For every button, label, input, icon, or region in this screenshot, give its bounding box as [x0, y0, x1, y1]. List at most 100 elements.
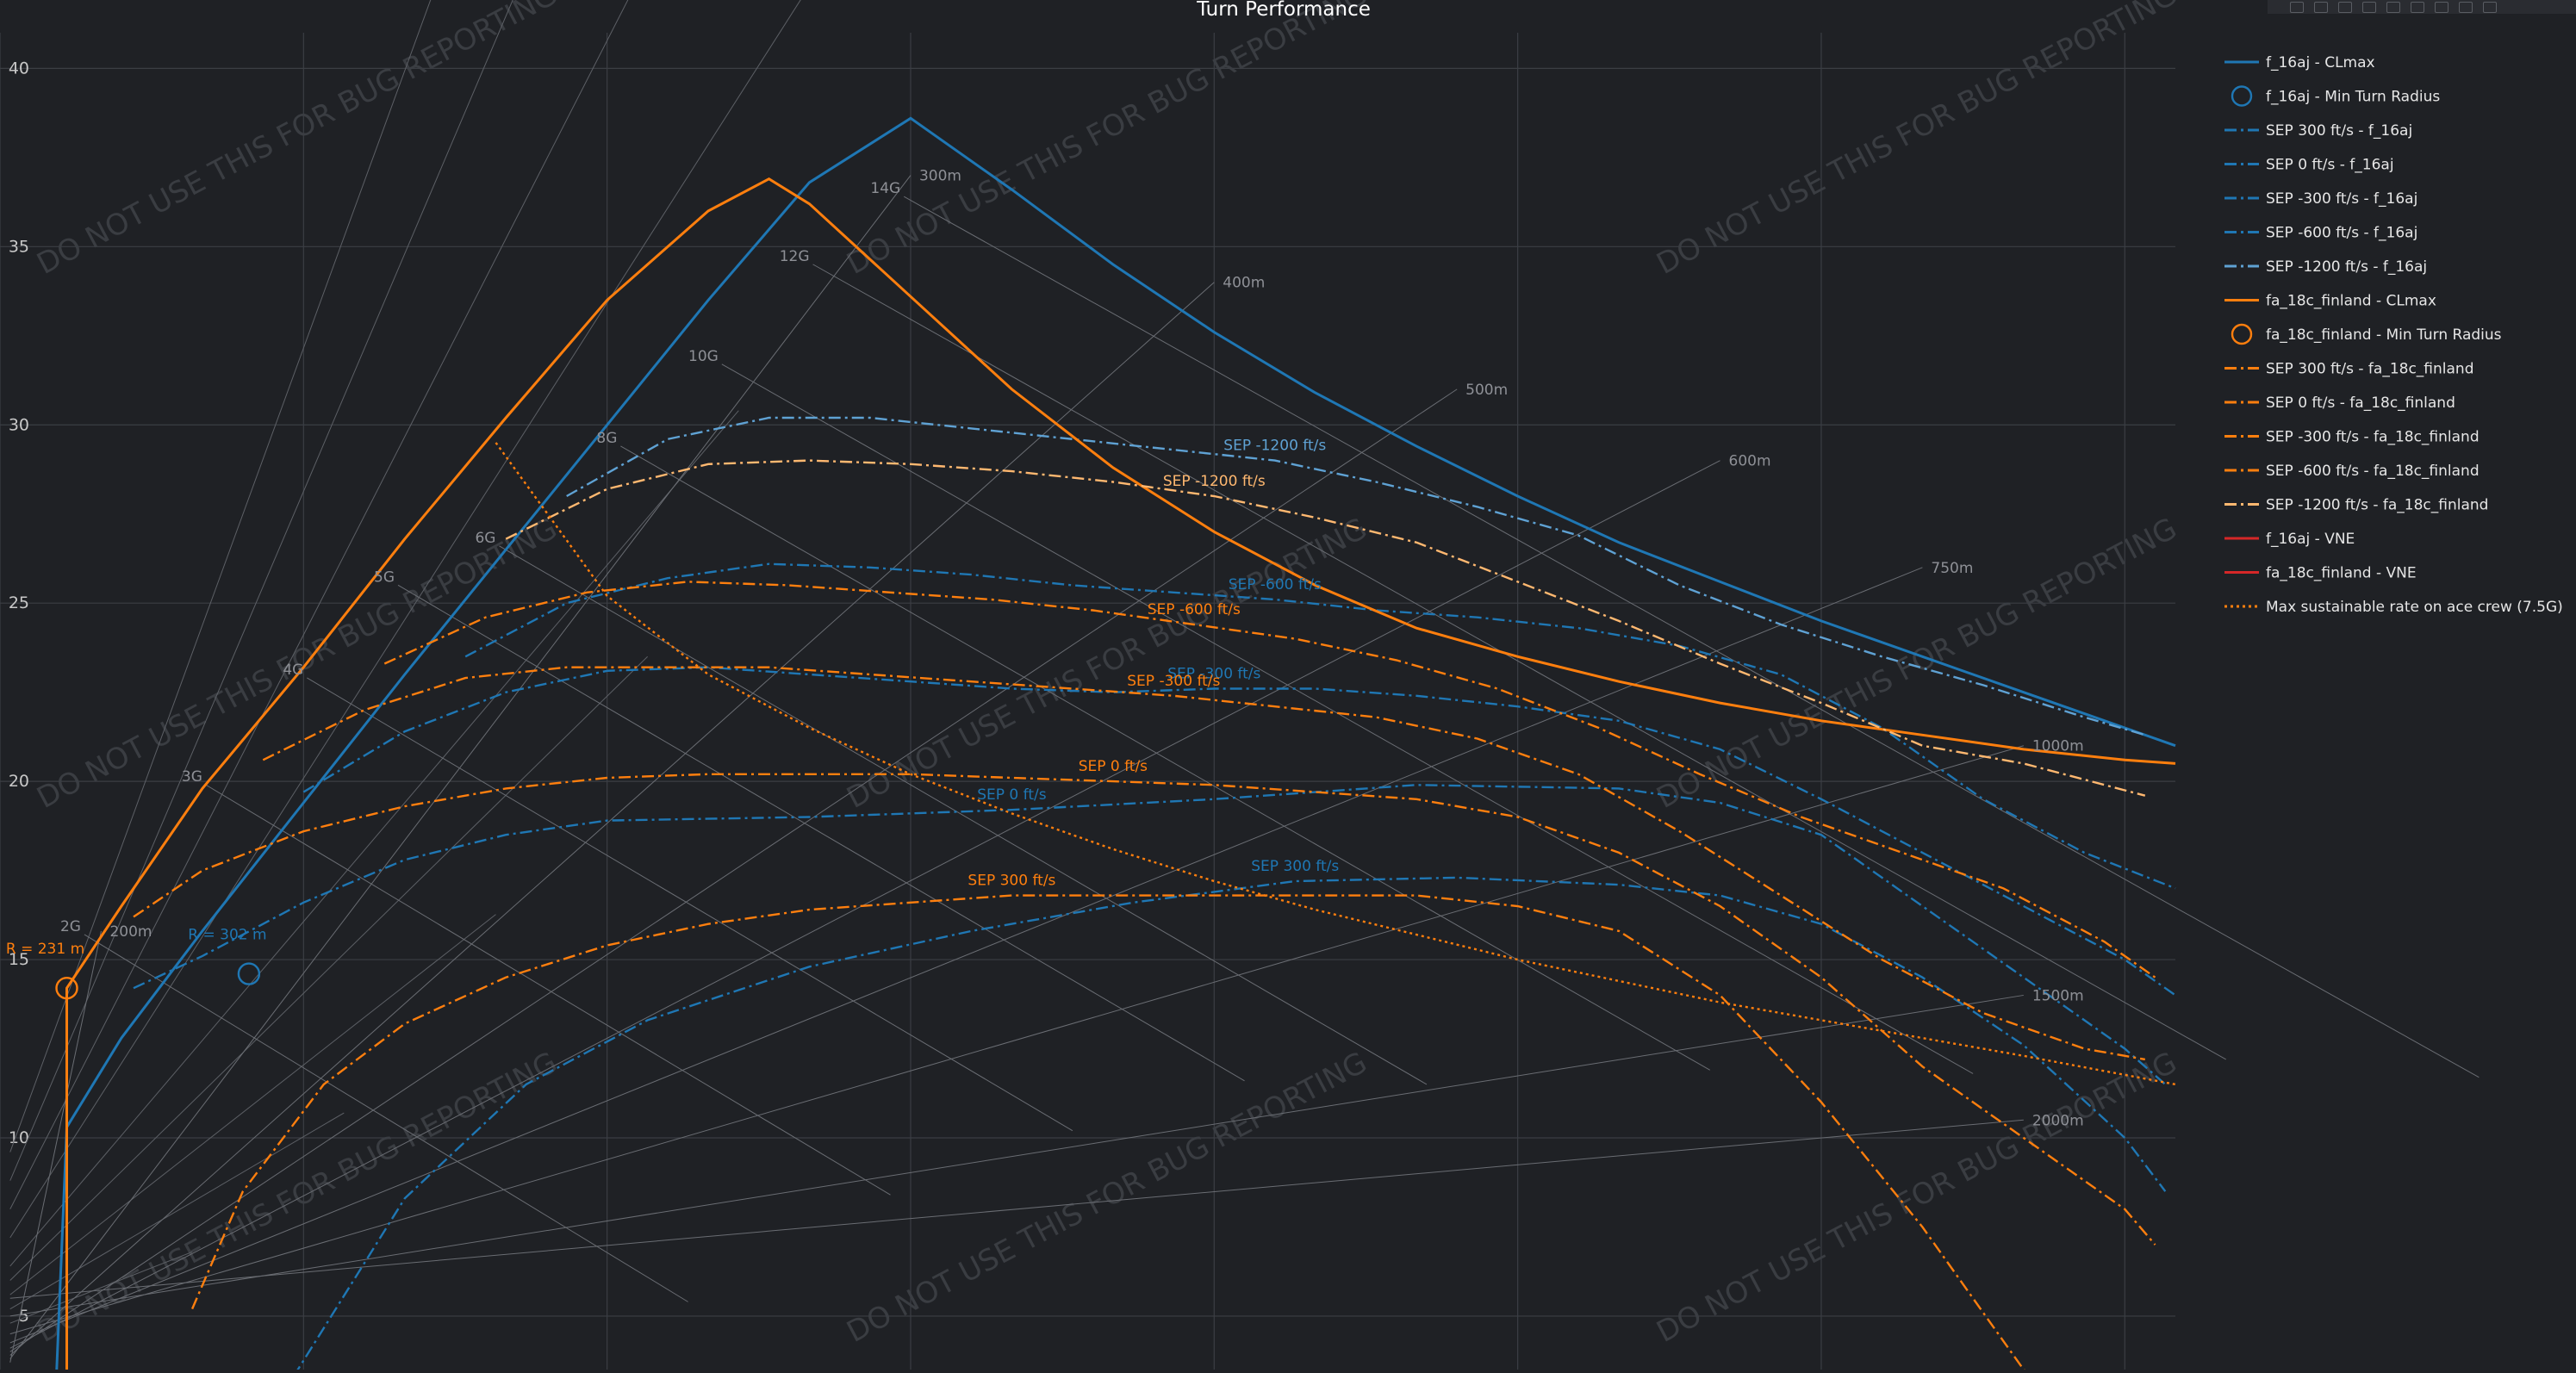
radius-line	[9, 1119, 2024, 1299]
g-line	[9, 655, 648, 1281]
legend-item[interactable]: fa_18c_finland - CLmax	[2224, 293, 2436, 310]
g-line-label: 12G	[780, 248, 810, 265]
g-line-segment	[499, 545, 1428, 1085]
legend-item[interactable]: fa_18c_finland - VNE	[2224, 565, 2417, 582]
g-line	[9, 0, 629, 1209]
series-line	[505, 459, 2146, 797]
legend-item[interactable]: SEP 300 ft/s - fa_18c_finland	[2224, 361, 2474, 378]
watermark-text: DO NOT USE THIS FOR BUG REPORTING	[1651, 0, 2182, 282]
series-line	[133, 773, 2156, 1246]
radius-line	[9, 388, 1458, 1352]
legend-item[interactable]: f_16aj - CLmax	[2224, 54, 2375, 71]
series-inline-label: SEP -600 ft/s	[1229, 576, 1322, 593]
legend-label: SEP 0 ft/s - f_16aj	[2266, 157, 2394, 174]
legend-label: fa_18c_finland - CLmax	[2266, 293, 2436, 310]
g-line-label: 14G	[870, 180, 900, 197]
g-line	[9, 0, 432, 1152]
legend-label: SEP -1200 ft/s - fa_18c_finland	[2266, 497, 2488, 514]
legend-label: f_16aj - Min Turn Radius	[2266, 89, 2440, 106]
zoom-in-icon[interactable]	[2411, 1, 2424, 13]
radius-line	[9, 567, 1923, 1344]
legend-item[interactable]: Max sustainable rate on ace crew (7.5G)	[2224, 599, 2563, 616]
home-icon[interactable]	[2483, 1, 2497, 13]
watermark-text: DO NOT USE THIS FOR BUG REPORTING	[841, 0, 1372, 282]
series-line	[566, 416, 2146, 736]
zoom-icon[interactable]	[2314, 1, 2328, 13]
g-line-label: 5G	[374, 568, 395, 586]
y-tick-label: 10	[9, 1128, 29, 1147]
legend-item[interactable]: f_16aj - Min Turn Radius	[2231, 85, 2440, 107]
legend-label: SEP -300 ft/s - fa_18c_finland	[2266, 429, 2480, 446]
legend-label: SEP -600 ft/s - f_16aj	[2266, 225, 2417, 242]
legend-label: Max sustainable rate on ace crew (7.5G)	[2266, 599, 2563, 616]
legend-marker	[2231, 323, 2253, 345]
radius-line	[9, 930, 102, 1363]
g-line	[9, 410, 739, 1267]
legend-item[interactable]: SEP -1200 ft/s - fa_18c_finland	[2224, 497, 2488, 514]
lasso-icon[interactable]	[2386, 1, 2400, 13]
legend-item[interactable]: SEP 300 ft/s - f_16aj	[2224, 122, 2412, 140]
series-inline-label: SEP -300 ft/s	[1167, 666, 1260, 683]
legend-item[interactable]: SEP 0 ft/s - fa_18c_finland	[2224, 395, 2455, 412]
series-line	[262, 666, 2146, 1061]
radius-line-label: 400m	[1223, 275, 1265, 292]
series-inline-label: SEP 300 ft/s	[968, 873, 1055, 890]
g-line-label: 2G	[60, 918, 81, 935]
legend-item[interactable]: SEP -1200 ft/s - f_16aj	[2224, 258, 2427, 276]
series-inline-label: SEP -1200 ft/s	[1223, 438, 1326, 455]
series-inline-label: SEP -600 ft/s	[1148, 601, 1241, 618]
g-line-label: 4G	[283, 662, 303, 679]
legend-label: fa_18c_finland - VNE	[2266, 565, 2417, 582]
y-tick-label: 30	[9, 415, 29, 434]
series-line	[65, 177, 2176, 1370]
legend-label: SEP -1200 ft/s - f_16aj	[2266, 258, 2427, 276]
camera-icon[interactable]	[2290, 1, 2304, 13]
g-line	[9, 0, 801, 1239]
legend-item[interactable]: SEP -300 ft/s - f_16aj	[2224, 190, 2417, 208]
series-inline-label: SEP 0 ft/s	[1079, 758, 1148, 775]
g-line	[9, 0, 513, 1181]
legend-item[interactable]: SEP 0 ft/s - f_16aj	[2224, 157, 2394, 174]
legend-label: SEP 300 ft/s - f_16aj	[2266, 122, 2412, 140]
labels-layer: 2G 3G 4G 5G 6G 8G 10G 12G 14G 200m 300m 400m 500m 600…	[6, 168, 2084, 1130]
autoscale-icon[interactable]	[2459, 1, 2473, 13]
watermark-text: DO NOT USE THIS FOR BUG REPORTING	[1651, 512, 2182, 816]
modebar-toolbar[interactable]	[2268, 0, 2576, 14]
radius-line	[9, 175, 912, 1359]
g-line-segment	[620, 445, 1711, 1071]
radius-line-label: 1500m	[2032, 987, 2084, 1004]
legend-label: SEP 300 ft/s - fa_18c_finland	[2266, 361, 2474, 378]
g-line-label: 10G	[688, 348, 719, 365]
legend-label: SEP 0 ft/s - fa_18c_finland	[2266, 395, 2455, 412]
radius-line-label: 500m	[1465, 382, 1508, 399]
box-select-icon[interactable]	[2362, 1, 2376, 13]
g-line-segment	[903, 196, 2480, 1078]
y-tick-label: 15	[9, 950, 29, 969]
watermark-layer: DO NOT USE THIS FOR BUG REPORTING DO NOT …	[31, 0, 2182, 1350]
series-inline-label: SEP 300 ft/s	[1251, 858, 1339, 875]
g-line-segment	[205, 784, 891, 1196]
legend-label: SEP -600 ft/s - fa_18c_finland	[2266, 463, 2480, 480]
radius-line-label: 600m	[1729, 453, 1771, 470]
legend[interactable]: f_16aj - CLmax f_16aj - Min Turn Radius SE…	[2224, 54, 2563, 616]
series-line	[383, 581, 2156, 978]
series-line	[495, 442, 2176, 1086]
legend-item[interactable]: fa_18c_finland - Min Turn Radius	[2231, 323, 2502, 345]
series-layer	[55, 116, 2176, 1373]
g-line-segment	[721, 363, 1974, 1074]
legend-item[interactable]: f_16aj - VNE	[2224, 531, 2355, 548]
legend-item[interactable]: SEP -600 ft/s - f_16aj	[2224, 225, 2417, 242]
zoom-out-icon[interactable]	[2435, 1, 2448, 13]
g-line-label: 8G	[596, 430, 617, 447]
min-turn-radius-marker	[237, 962, 261, 985]
legend-item[interactable]: SEP -300 ft/s - fa_18c_finland	[2224, 429, 2480, 446]
radius-line	[9, 994, 2024, 1317]
y-tick-label: 5	[19, 1307, 29, 1326]
legend-marker	[2231, 85, 2253, 107]
y-tick-label: 20	[9, 772, 29, 791]
series-inline-label: SEP -1200 ft/s	[1163, 473, 1266, 490]
legend-item[interactable]: SEP -600 ft/s - fa_18c_finland	[2224, 463, 2480, 480]
pan-icon[interactable]	[2338, 1, 2352, 13]
